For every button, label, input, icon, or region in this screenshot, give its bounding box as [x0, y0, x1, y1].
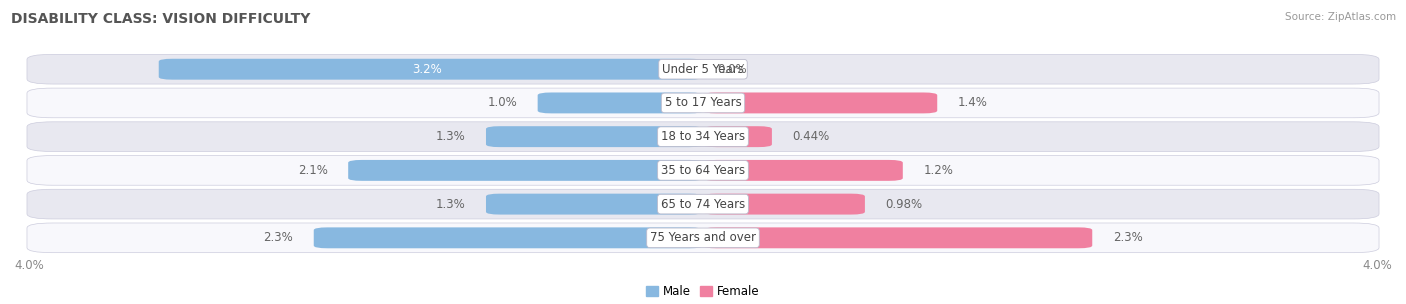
Text: 4.0%: 4.0% — [1362, 259, 1392, 272]
Text: DISABILITY CLASS: VISION DIFFICULTY: DISABILITY CLASS: VISION DIFFICULTY — [11, 12, 311, 26]
FancyBboxPatch shape — [703, 160, 903, 181]
Text: 1.2%: 1.2% — [924, 164, 953, 177]
FancyBboxPatch shape — [27, 156, 1379, 185]
Text: 65 to 74 Years: 65 to 74 Years — [661, 198, 745, 211]
FancyBboxPatch shape — [27, 88, 1379, 118]
FancyBboxPatch shape — [314, 227, 703, 248]
Text: 2.1%: 2.1% — [298, 164, 328, 177]
Legend: Male, Female: Male, Female — [641, 281, 765, 303]
Text: Source: ZipAtlas.com: Source: ZipAtlas.com — [1285, 12, 1396, 22]
Text: 1.4%: 1.4% — [957, 96, 988, 109]
Text: Under 5 Years: Under 5 Years — [662, 63, 744, 76]
FancyBboxPatch shape — [486, 194, 703, 215]
FancyBboxPatch shape — [486, 126, 703, 147]
FancyBboxPatch shape — [349, 160, 703, 181]
FancyBboxPatch shape — [703, 194, 865, 215]
Text: 5 to 17 Years: 5 to 17 Years — [665, 96, 741, 109]
Text: 3.2%: 3.2% — [412, 63, 443, 76]
FancyBboxPatch shape — [703, 92, 938, 113]
Text: 4.0%: 4.0% — [14, 259, 44, 272]
Text: 1.0%: 1.0% — [488, 96, 517, 109]
FancyBboxPatch shape — [537, 92, 703, 113]
Text: 1.3%: 1.3% — [436, 130, 465, 143]
FancyBboxPatch shape — [703, 227, 1092, 248]
Text: 0.44%: 0.44% — [793, 130, 830, 143]
FancyBboxPatch shape — [27, 122, 1379, 151]
Text: 0.98%: 0.98% — [886, 198, 922, 211]
Text: 1.3%: 1.3% — [436, 198, 465, 211]
Text: 2.3%: 2.3% — [263, 231, 292, 244]
Text: 75 Years and over: 75 Years and over — [650, 231, 756, 244]
FancyBboxPatch shape — [27, 189, 1379, 219]
Text: 35 to 64 Years: 35 to 64 Years — [661, 164, 745, 177]
FancyBboxPatch shape — [703, 126, 772, 147]
Text: 18 to 34 Years: 18 to 34 Years — [661, 130, 745, 143]
FancyBboxPatch shape — [159, 59, 703, 80]
Text: 2.3%: 2.3% — [1114, 231, 1143, 244]
Text: 0.0%: 0.0% — [717, 63, 747, 76]
FancyBboxPatch shape — [27, 54, 1379, 84]
FancyBboxPatch shape — [27, 223, 1379, 253]
